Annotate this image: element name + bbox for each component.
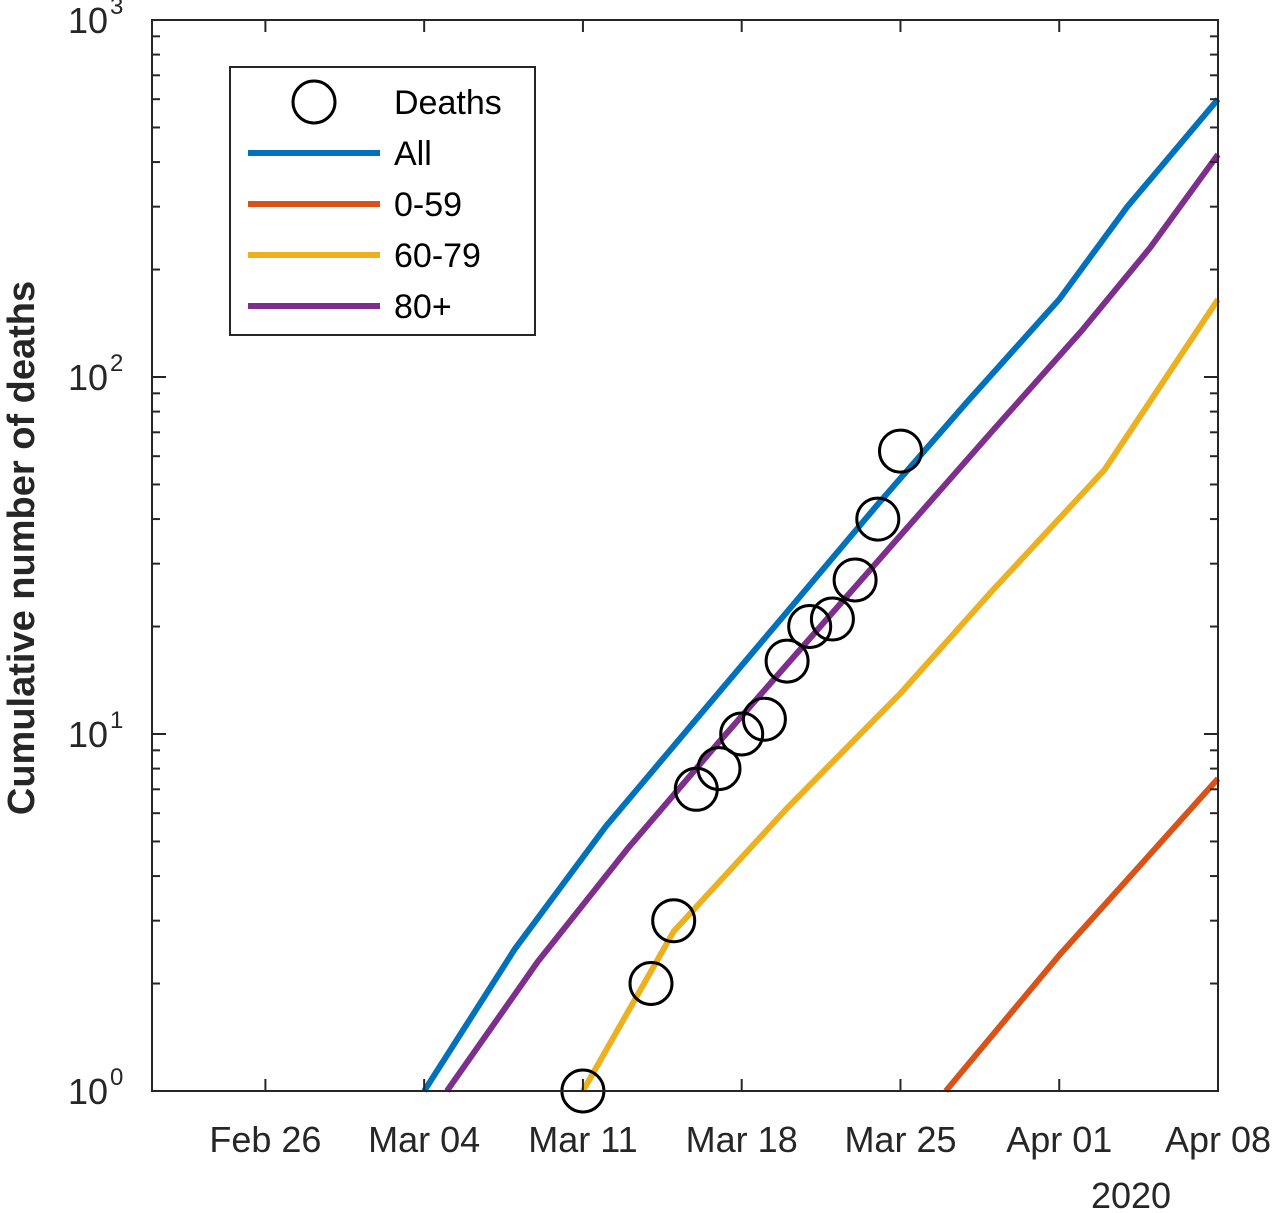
series-line-all	[421, 97, 1221, 1093]
x-tick-label: Apr 01	[1006, 1119, 1112, 1160]
y-axis-title: Cumulative number of deaths	[1, 281, 43, 815]
data-point-deaths-5	[719, 711, 765, 757]
legend-label-80: 80+	[394, 288, 452, 326]
data-point-deaths-7	[764, 638, 810, 684]
y-tick-label: 10	[68, 714, 108, 755]
x-tick-label: Feb 26	[209, 1119, 321, 1160]
series-line-0-59	[943, 776, 1221, 1093]
x-tick-label: Mar 25	[844, 1119, 956, 1160]
plot-lines	[421, 97, 1221, 1093]
data-point-deaths-10	[832, 557, 878, 603]
legend-label-60-79: 60-79	[394, 237, 481, 275]
x-tick-label: Apr 08	[1165, 1119, 1271, 1160]
data-point-deaths-9	[809, 596, 855, 642]
data-point-deaths-12	[878, 428, 923, 474]
legend-label-all: All	[394, 135, 432, 173]
x-tick-label: Mar 18	[686, 1119, 798, 1160]
data-point-deaths-4	[696, 746, 742, 792]
legend: Deaths All 0-59 60-79 80+	[229, 66, 536, 336]
data-point-deaths-8	[787, 604, 833, 649]
plot-points	[560, 428, 923, 1114]
x-axis: Feb 26 Mar 04 Mar 11 Mar 18 Mar 25 Apr 01 Apr …	[209, 20, 1271, 1160]
series-line-80	[444, 152, 1221, 1093]
data-point-deaths-2	[651, 898, 697, 944]
data-point-deaths-1	[628, 961, 674, 1006]
x-axis-year-label: 2020	[1091, 1175, 1171, 1213]
y-tick-exponent: 1	[110, 707, 123, 734]
legend-label-0-59: 0-59	[394, 186, 462, 224]
legend-label-deaths: Deaths	[394, 84, 502, 122]
plot-frame	[151, 19, 1219, 1092]
y-tick-label: 10	[68, 1071, 108, 1112]
x-tick-label: Mar 11	[528, 1119, 637, 1160]
legend-marker-deaths	[291, 79, 337, 125]
data-point-deaths-11	[855, 496, 901, 542]
y-tick-label: 10	[68, 357, 108, 398]
y-tick-exponent: 0	[110, 1064, 123, 1091]
x-tick-label: Mar 04	[368, 1119, 480, 1160]
data-point-deaths-6	[741, 696, 787, 742]
y-tick-exponent: 2	[110, 350, 123, 377]
y-tick-label: 10	[68, 0, 108, 41]
series-line-60-79	[580, 297, 1221, 1093]
y-tick-exponent: 3	[110, 0, 123, 20]
